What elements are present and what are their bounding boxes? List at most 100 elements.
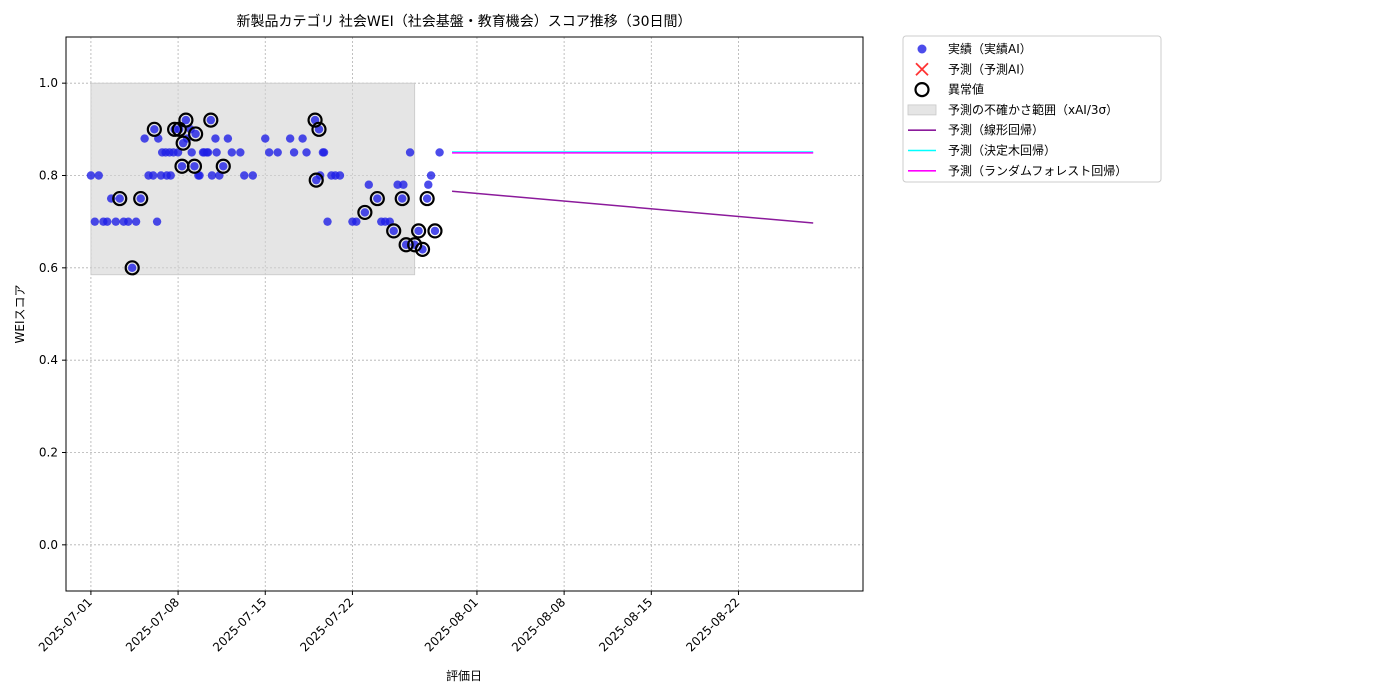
y-tick-label: 0.2: [39, 446, 58, 460]
anomaly-point: [215, 158, 231, 174]
actual-point: [212, 148, 221, 157]
plot-area: [65, 36, 864, 592]
x-tick-label: 2025-07-15: [210, 595, 269, 654]
actual-point: [150, 125, 159, 134]
actual-point: [127, 263, 137, 273]
legend-label: 予測（線形回帰）: [948, 122, 1044, 137]
actual-point: [136, 194, 145, 203]
anomaly-point: [203, 112, 219, 128]
anomaly-point: [188, 126, 204, 142]
chart-title: 新製品カテゴリ 社会WEI（社会基盤・教育機会）スコア推移（30日間）: [236, 13, 691, 30]
anomaly-point: [419, 190, 435, 207]
plot-frame: [65, 36, 864, 592]
legend-label: 異常値: [948, 82, 984, 97]
actual-point: [273, 148, 282, 157]
legend-label: 予測の不確かさ範囲（xAI/3σ）: [948, 102, 1118, 117]
actual-point: [227, 148, 237, 157]
actual-point: [94, 171, 103, 180]
actual-points: [86, 115, 444, 273]
anomaly-point: [133, 190, 149, 207]
legend-marker-anomaly: [914, 81, 930, 98]
actual-point: [264, 148, 274, 157]
anomaly-point: [414, 241, 431, 257]
x-axis: 2025-07-01 2025-07-08 2025-07-15 2025-07-22…: [36, 591, 743, 654]
actual-point: [190, 162, 199, 171]
legend-item: 予測（決定木回帰）: [908, 143, 1056, 158]
y-tick-label: 0.6: [39, 261, 58, 275]
actual-point: [86, 171, 96, 180]
actual-point: [319, 148, 329, 157]
x-axis-title: 評価日: [446, 668, 482, 683]
actual-point: [103, 217, 112, 226]
actual-point: [422, 194, 432, 203]
actual-point: [115, 194, 124, 203]
actual-point: [261, 134, 270, 143]
anomaly-point: [167, 121, 183, 137]
actual-point: [131, 217, 141, 226]
anomaly-point: [112, 190, 128, 207]
actual-point: [219, 162, 228, 171]
legend-item: 予測（線形回帰）: [908, 122, 1044, 137]
anomaly-point: [369, 190, 385, 207]
actual-point: [426, 171, 436, 180]
y-tick-label: 0.4: [39, 353, 58, 367]
actual-point: [203, 148, 213, 157]
actual-point: [223, 134, 233, 143]
legend-item: 予測の不確かさ範囲（xAI/3σ）: [907, 102, 1118, 117]
anomaly-point: [308, 172, 324, 188]
x-tick-label: 2025-08-01: [422, 595, 481, 654]
actual-point: [181, 115, 191, 125]
x-tick-label: 2025-07-01: [36, 595, 95, 654]
actual-point: [148, 171, 158, 180]
legend-item: 異常値: [914, 81, 984, 98]
actual-point: [156, 171, 166, 180]
legend-item: 実績（実績AI）: [917, 41, 1032, 56]
actual-point: [236, 148, 245, 157]
forecast-line-1: [451, 190, 814, 224]
anomaly-point: [394, 190, 410, 207]
anomaly-point: [411, 223, 427, 239]
actual-point: [298, 134, 307, 143]
y-tick-label: 1.0: [39, 76, 58, 90]
actual-point: [405, 148, 415, 157]
anomaly-point: [146, 121, 162, 137]
x-tick-label: 2025-07-08: [123, 595, 182, 654]
actual-point: [424, 180, 433, 189]
actual-point: [323, 217, 332, 226]
actual-point: [430, 226, 440, 236]
anomaly-point: [175, 135, 191, 151]
x-tick-label: 2025-08-22: [683, 595, 742, 654]
actual-point: [352, 217, 361, 226]
y-tick-label: 0.8: [39, 169, 58, 183]
actual-point: [335, 171, 345, 180]
anomaly-point: [386, 223, 402, 239]
actual-point: [173, 148, 183, 157]
actual-point: [240, 171, 249, 180]
y-tick-label: 0.0: [39, 538, 58, 552]
anomaly-point: [398, 237, 414, 253]
legend-label: 予測（予測AI）: [948, 62, 1032, 76]
actual-point: [211, 134, 220, 143]
anomaly-points: [112, 112, 443, 276]
x-tick-label: 2025-07-22: [297, 595, 356, 654]
actual-point: [373, 194, 382, 203]
anomaly-point: [171, 121, 187, 137]
legend-marker-predicted: [915, 62, 929, 76]
legend-label: 実績（実績AI）: [948, 41, 1032, 56]
actual-point: [195, 171, 204, 180]
x-tick-label: 2025-08-08: [509, 595, 568, 654]
anomaly-point: [357, 204, 373, 221]
anomaly-point: [124, 260, 140, 276]
legend-frame: [902, 35, 1162, 183]
y-axis: 0.0 0.2 0.4 0.6 0.8 1.0: [39, 76, 66, 552]
actual-point: [285, 134, 295, 143]
anomaly-point: [311, 121, 327, 137]
legend-label: 予測（決定木回帰）: [948, 143, 1056, 158]
anomaly-point: [186, 158, 203, 174]
anomaly-point: [407, 237, 423, 253]
anomaly-point: [307, 112, 323, 128]
actual-point: [140, 134, 149, 143]
anomaly-point: [427, 223, 443, 239]
actual-point: [398, 194, 407, 203]
actual-point: [364, 180, 373, 189]
